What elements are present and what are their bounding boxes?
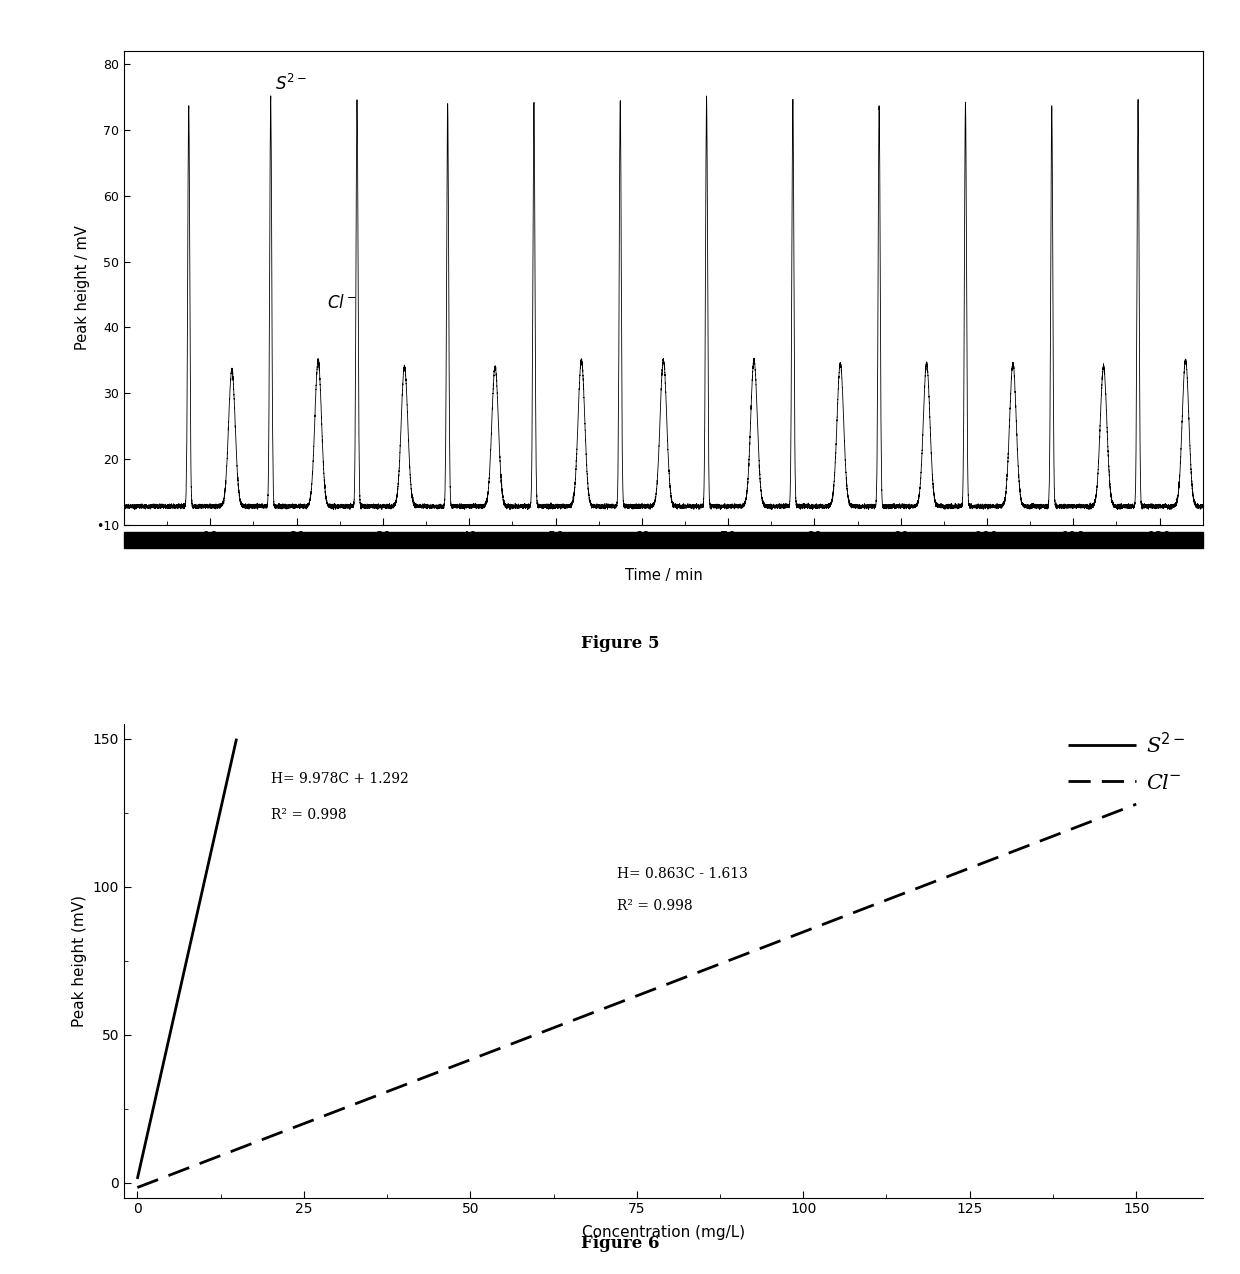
Text: H= 9.978C + 1.292: H= 9.978C + 1.292 (270, 772, 408, 786)
Y-axis label: Peak height / mV: Peak height / mV (76, 225, 91, 350)
Text: R² = 0.998: R² = 0.998 (616, 899, 692, 913)
Text: Figure 5: Figure 5 (580, 634, 660, 652)
Text: R² = 0.998: R² = 0.998 (270, 808, 346, 822)
Text: $Cl^-$: $Cl^-$ (327, 293, 357, 312)
Text: Figure 6: Figure 6 (580, 1235, 660, 1252)
Y-axis label: Peak height (mV): Peak height (mV) (72, 894, 87, 1027)
Legend: S$^{2-}$, Cl$^{-}$: S$^{2-}$, Cl$^{-}$ (1060, 724, 1193, 801)
Text: H= 0.863C - 1.613: H= 0.863C - 1.613 (616, 866, 748, 880)
X-axis label: Time / min: Time / min (625, 568, 702, 582)
X-axis label: Concentration (mg/L): Concentration (mg/L) (582, 1224, 745, 1240)
Text: $S^{2-}$: $S^{2-}$ (275, 74, 308, 94)
